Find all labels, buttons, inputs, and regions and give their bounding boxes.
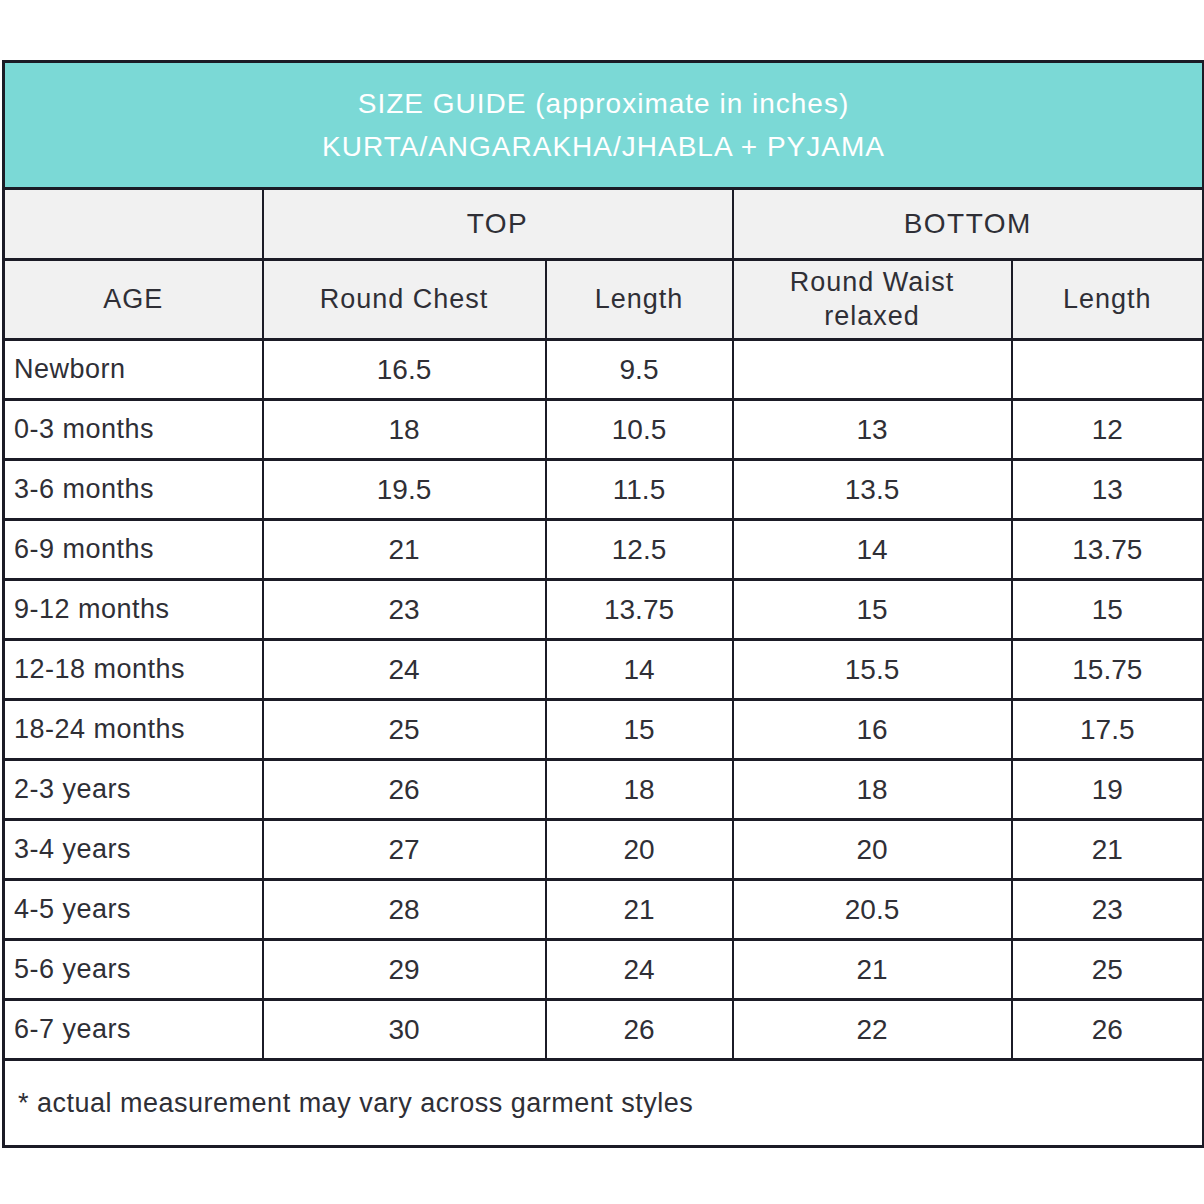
banner-subtitle: KURTA/ANGARAKHA/JHABLA + PYJAMA: [5, 125, 1202, 168]
footnote-cell: * actual measurement may vary across gar…: [4, 1060, 1204, 1147]
value-cell: 21: [546, 880, 733, 940]
table-row: 12-18 months241415.515.75: [4, 640, 1204, 700]
value-cell: 13.5: [733, 460, 1012, 520]
column-header-top-length: Length: [546, 260, 733, 340]
value-cell: 22: [733, 1000, 1012, 1060]
value-cell: 21: [263, 520, 546, 580]
value-cell: 21: [733, 940, 1012, 1000]
value-cell: 17.5: [1012, 700, 1204, 760]
table-row: 18-24 months25151617.5: [4, 700, 1204, 760]
value-cell: 28: [263, 880, 546, 940]
footnote-row: * actual measurement may vary across gar…: [4, 1060, 1204, 1147]
table-row: 5-6 years29242125: [4, 940, 1204, 1000]
age-cell: 6-7 years: [4, 1000, 263, 1060]
group-header-empty-cell: [4, 189, 263, 260]
value-cell: 13: [733, 400, 1012, 460]
value-cell: 25: [1012, 940, 1204, 1000]
size-guide-table: SIZE GUIDE (approximate in inches) KURTA…: [2, 60, 1204, 1148]
value-cell: 16: [733, 700, 1012, 760]
age-cell: 12-18 months: [4, 640, 263, 700]
column-header-age: AGE: [4, 260, 263, 340]
value-cell: 27: [263, 820, 546, 880]
value-cell: 18: [263, 400, 546, 460]
value-cell: 23: [1012, 880, 1204, 940]
value-cell: 9.5: [546, 340, 733, 400]
value-cell: 19.5: [263, 460, 546, 520]
value-cell: 18: [546, 760, 733, 820]
table-row: 3-6 months19.511.513.513: [4, 460, 1204, 520]
value-cell: 24: [263, 640, 546, 700]
value-cell: 21: [1012, 820, 1204, 880]
age-cell: Newborn: [4, 340, 263, 400]
age-cell: 0-3 months: [4, 400, 263, 460]
value-cell: 30: [263, 1000, 546, 1060]
value-cell: 14: [733, 520, 1012, 580]
value-cell: 15: [546, 700, 733, 760]
value-cell: 25: [263, 700, 546, 760]
table-row: Newborn16.59.5: [4, 340, 1204, 400]
column-header-round-waist: Round Waist relaxed: [733, 260, 1012, 340]
value-cell: 12: [1012, 400, 1204, 460]
column-header-round-chest: Round Chest: [263, 260, 546, 340]
table-row: 9-12 months2313.751515: [4, 580, 1204, 640]
value-cell: [1012, 340, 1204, 400]
age-cell: 4-5 years: [4, 880, 263, 940]
column-header-bottom-length: Length: [1012, 260, 1204, 340]
group-header-bottom: BOTTOM: [733, 189, 1204, 260]
value-cell: 18: [733, 760, 1012, 820]
table-body: Newborn16.59.50-3 months1810.513123-6 mo…: [4, 340, 1204, 1060]
size-guide-page: SIZE GUIDE (approximate in inches) KURTA…: [0, 0, 1204, 1204]
table-row: 6-7 years30262226: [4, 1000, 1204, 1060]
value-cell: 13.75: [546, 580, 733, 640]
value-cell: 13: [1012, 460, 1204, 520]
value-cell: 11.5: [546, 460, 733, 520]
value-cell: 14: [546, 640, 733, 700]
value-cell: 15.5: [733, 640, 1012, 700]
value-cell: 26: [1012, 1000, 1204, 1060]
value-cell: [733, 340, 1012, 400]
value-cell: 20.5: [733, 880, 1012, 940]
value-cell: 16.5: [263, 340, 546, 400]
age-cell: 2-3 years: [4, 760, 263, 820]
value-cell: 26: [263, 760, 546, 820]
banner-cell: SIZE GUIDE (approximate in inches) KURTA…: [4, 62, 1204, 189]
column-header-row: AGE Round Chest Length Round Waist relax…: [4, 260, 1204, 340]
table-row: 0-3 months1810.51312: [4, 400, 1204, 460]
group-header-row: TOP BOTTOM: [4, 189, 1204, 260]
table-row: 6-9 months2112.51413.75: [4, 520, 1204, 580]
age-cell: 9-12 months: [4, 580, 263, 640]
table-row: 3-4 years27202021: [4, 820, 1204, 880]
value-cell: 15.75: [1012, 640, 1204, 700]
value-cell: 20: [546, 820, 733, 880]
group-header-top: TOP: [263, 189, 733, 260]
value-cell: 15: [1012, 580, 1204, 640]
value-cell: 29: [263, 940, 546, 1000]
age-cell: 3-6 months: [4, 460, 263, 520]
value-cell: 13.75: [1012, 520, 1204, 580]
banner-title: SIZE GUIDE (approximate in inches): [5, 82, 1202, 125]
banner-row: SIZE GUIDE (approximate in inches) KURTA…: [4, 62, 1204, 189]
age-cell: 6-9 months: [4, 520, 263, 580]
value-cell: 10.5: [546, 400, 733, 460]
table-row: 2-3 years26181819: [4, 760, 1204, 820]
age-cell: 5-6 years: [4, 940, 263, 1000]
value-cell: 20: [733, 820, 1012, 880]
age-cell: 3-4 years: [4, 820, 263, 880]
table-row: 4-5 years282120.523: [4, 880, 1204, 940]
value-cell: 23: [263, 580, 546, 640]
value-cell: 15: [733, 580, 1012, 640]
value-cell: 12.5: [546, 520, 733, 580]
value-cell: 24: [546, 940, 733, 1000]
value-cell: 26: [546, 1000, 733, 1060]
value-cell: 19: [1012, 760, 1204, 820]
age-cell: 18-24 months: [4, 700, 263, 760]
